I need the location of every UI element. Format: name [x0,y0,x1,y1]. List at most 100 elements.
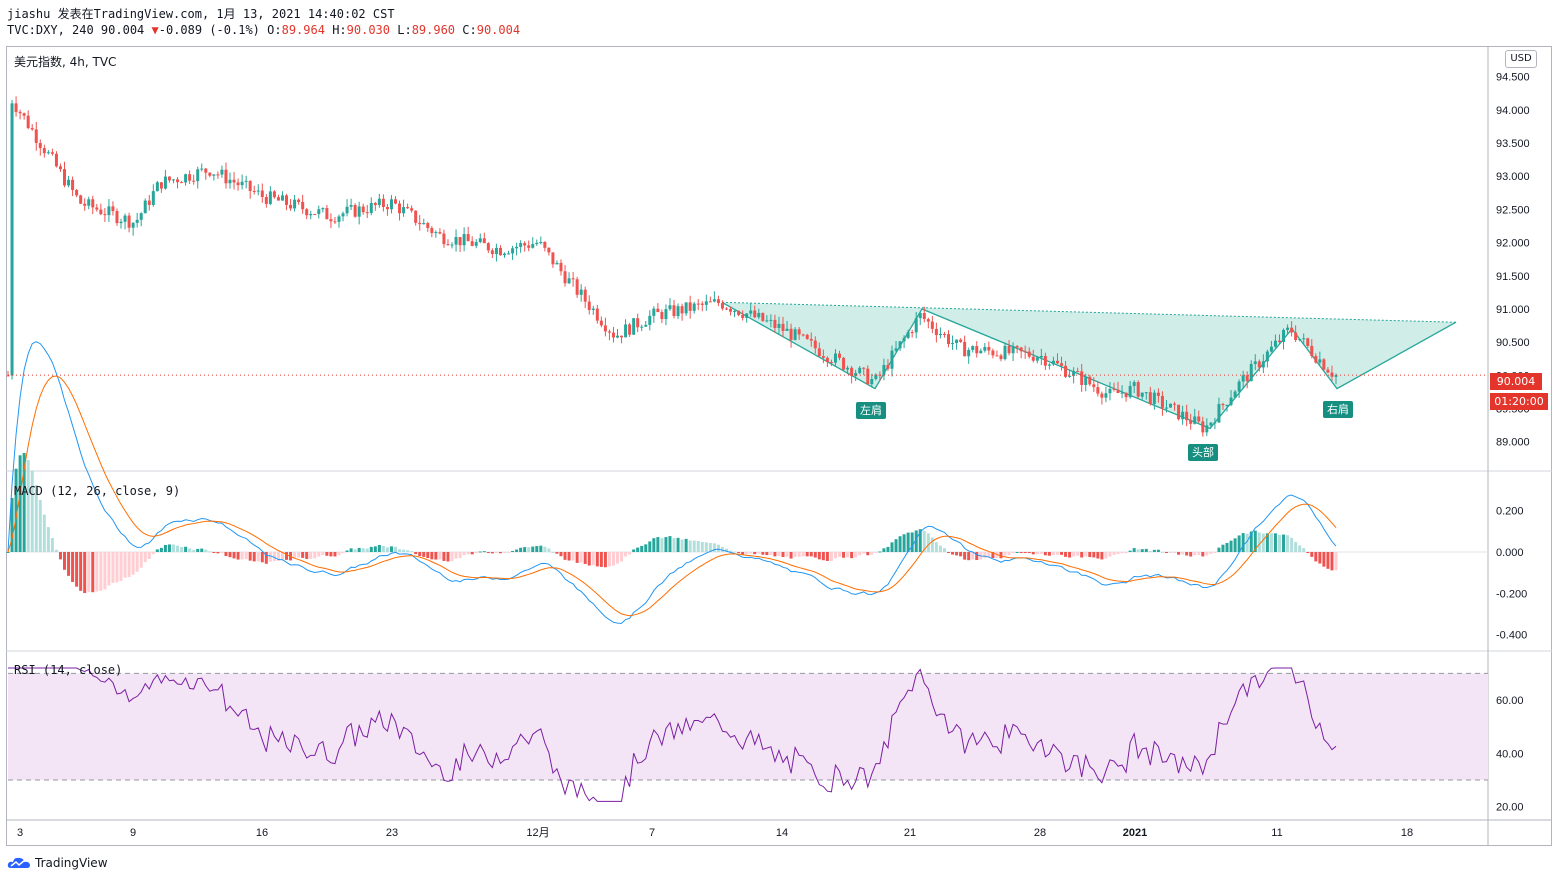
tradingview-logo[interactable]: TradingView [7,856,108,870]
macd-histogram-bar [547,548,551,552]
candle-body [1173,403,1177,405]
macd-histogram-bar [337,552,341,556]
macd-histogram-bar [470,552,474,555]
macd-histogram-bar [1023,552,1027,553]
macd-histogram-bar [1253,530,1257,552]
candle-body [248,180,252,191]
candle-body [196,169,200,182]
candle-body [159,182,163,189]
candle-body [539,241,543,243]
macd-histogram-bar [733,551,737,553]
currency-button[interactable]: USD [1505,50,1537,68]
macd-histogram-bar [676,537,680,552]
candle-body [498,247,502,256]
macd-histogram-bar [648,541,652,552]
axes: 94.500 94.000 93.500 93.000 92.500 92.000 91.5… [17,72,1530,839]
macd-histogram-bar [357,547,361,552]
candle-body [547,247,551,253]
candle-body [389,199,393,210]
macd-histogram-bar [200,548,204,552]
candle-body [502,253,506,256]
time-tick-label: 16 [256,827,268,839]
candle-body [955,339,959,344]
candle-body [1132,382,1136,386]
candle-body [583,289,587,302]
macd-histogram-bar [410,551,414,553]
time-tick-label: 18 [1401,827,1413,839]
macd-histogram-bar [1189,552,1193,557]
candle-body [474,242,478,246]
left-shoulder-label[interactable]: 左肩 [856,402,886,419]
macd-histogram-bar [34,485,38,552]
candle-body [1245,375,1249,382]
macd-histogram-bar [741,552,745,555]
candle-body [632,318,636,335]
macd-histogram-bar [846,552,850,558]
right-shoulder-label[interactable]: 右肩 [1323,401,1353,418]
macd-histogram-bar [543,546,547,552]
rsi-title[interactable]: RSI (14, close) [14,663,123,677]
price-tick-label: 89.000 [1496,437,1530,449]
macd-histogram-bar [696,541,700,552]
candle-body [1047,364,1051,366]
macd-histogram-bar [1136,549,1140,552]
macd-histogram-bar [176,545,180,552]
symbol-title[interactable]: 美元指数, 4h, TVC [14,55,117,69]
macd-histogram-bar [426,552,430,559]
macd-histogram-bar [1035,552,1039,555]
macd-histogram-bar [1124,552,1128,554]
candle-body [438,232,442,234]
candle-body [1306,338,1310,346]
change-value: -0.089 (-0.1%) [158,23,260,37]
macd-histogram-bar [143,552,147,563]
macd-histogram-bar [720,546,724,552]
candle-body [418,222,422,225]
candle-body [781,323,785,331]
candle-body [1217,404,1221,423]
candle-body [704,301,708,305]
macd-histogram-bar [494,552,498,553]
candle-body [922,313,926,320]
candle-body [79,195,83,204]
macd-histogram-bar [232,552,236,559]
candle-body [1209,422,1213,426]
head-label[interactable]: 头部 [1188,444,1218,461]
candle-body [26,115,30,129]
macd-histogram-bar [365,548,369,552]
macd-histogram-bar [1286,535,1290,552]
macd-histogram-bar [781,552,785,558]
chart-frame[interactable] [6,46,1552,846]
candle-body [870,379,874,385]
macd-histogram-bar [660,538,664,552]
time-tick-label: 21 [904,827,916,839]
macd-histogram-bar [1031,552,1035,555]
candle-body [559,262,563,272]
open-label: O: [267,23,282,37]
macd-histogram-bar [1273,533,1277,552]
macd-histogram-bar [297,552,301,558]
macd-histogram-bar [280,552,284,560]
candle-body [1007,345,1011,354]
macd-histogram-bar [999,552,1003,559]
candle-body [58,166,62,170]
candle-body [1072,371,1076,376]
candle-body [628,324,632,335]
candle-body [1290,327,1294,333]
candle-body [833,353,837,363]
candle-body [208,172,212,176]
candle-body [1193,416,1197,424]
candle-body [373,202,377,206]
macd-title[interactable]: MACD (12, 26, close, 9) [14,484,181,498]
candle-body [18,111,22,114]
candle-body [414,210,418,223]
candle-body [1237,381,1241,392]
macd-histogram-bar [1088,552,1092,558]
candle-body [14,103,18,112]
candle-body [430,228,434,234]
macd-histogram-bar [914,530,918,552]
macd-histogram-bar [42,514,46,552]
candle-body [1273,340,1277,347]
symbol-info: TVC:DXY, 240 90.004 [7,23,145,37]
candle-body [906,332,910,338]
